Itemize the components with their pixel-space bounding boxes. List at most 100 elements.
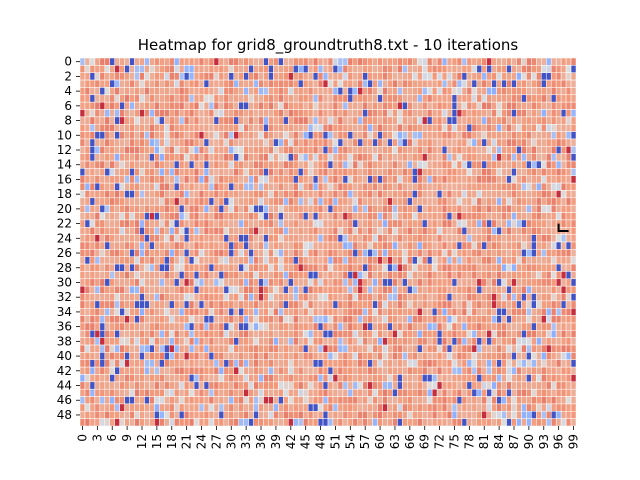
heatmap-cell [193, 241, 200, 250]
heatmap-cell [367, 168, 373, 177]
heatmap-cell [352, 278, 359, 287]
heatmap-cell [124, 396, 130, 405]
heatmap-cell [268, 403, 274, 412]
heatmap-cell [332, 278, 339, 287]
heatmap-cell [288, 138, 294, 147]
heatmap-cell [208, 57, 215, 66]
heatmap-cell [144, 160, 150, 169]
heatmap-cell [149, 109, 155, 118]
heatmap-cell [342, 337, 349, 346]
heatmap-cell [84, 212, 91, 221]
heatmap-cell [218, 285, 225, 294]
heatmap-cell [114, 256, 120, 265]
heatmap-cell [521, 352, 527, 361]
heatmap-cell [218, 72, 225, 81]
heatmap-cell [521, 300, 527, 309]
heatmap-cell [521, 411, 527, 419]
heatmap-cell [506, 307, 512, 316]
heatmap-cell [104, 322, 111, 331]
heatmap-cell [506, 146, 512, 154]
heatmap-cell [387, 374, 393, 383]
heatmap-cell [426, 116, 433, 125]
heatmap-cell [307, 352, 314, 361]
heatmap-cell [451, 344, 458, 353]
heatmap-cell [273, 366, 279, 375]
heatmap-cell [382, 337, 388, 346]
heatmap-cell [154, 190, 160, 199]
heatmap-cell [372, 116, 378, 125]
heatmap-cell [154, 241, 160, 250]
heatmap-cell [178, 307, 185, 316]
heatmap-cell [496, 72, 502, 81]
heatmap-cell [407, 411, 413, 419]
heatmap-cell [332, 396, 339, 405]
heatmap-cell [258, 315, 264, 324]
heatmap-cell [253, 227, 259, 235]
heatmap-cell [144, 307, 150, 316]
heatmap-cell [233, 116, 239, 125]
heatmap-cell [511, 374, 517, 383]
heatmap-cell [402, 219, 408, 228]
heatmap-cell [213, 322, 220, 331]
heatmap-cell [545, 182, 552, 191]
heatmap-cell [124, 219, 130, 228]
heatmap-cell [129, 123, 135, 132]
heatmap-cell [357, 374, 363, 383]
heatmap-cell [496, 212, 502, 221]
heatmap-cell [516, 337, 522, 346]
heatmap-cell [526, 278, 532, 287]
heatmap-cell [362, 138, 368, 147]
heatmap-cell [114, 293, 120, 302]
heatmap-cell [114, 366, 120, 375]
heatmap-cell [302, 182, 309, 191]
heatmap-cell [516, 57, 522, 66]
heatmap-cell [456, 337, 463, 346]
heatmap-cell [392, 241, 398, 250]
heatmap-cell [506, 241, 512, 250]
heatmap-cell [293, 322, 299, 331]
heatmap-cell [471, 138, 478, 147]
heatmap-cell [570, 65, 577, 73]
heatmap-cell [104, 57, 111, 66]
heatmap-cell [451, 418, 458, 427]
heatmap-cell [302, 101, 309, 110]
heatmap-cell [114, 330, 120, 338]
heatmap-cell [342, 359, 349, 368]
heatmap-cell [397, 146, 403, 154]
heatmap-cell [89, 87, 96, 96]
heatmap-cell [183, 278, 190, 287]
heatmap-cell [357, 138, 363, 147]
heatmap-cell [233, 101, 239, 110]
heatmap-cell [293, 234, 299, 243]
heatmap-cell [367, 315, 373, 324]
heatmap-cell [278, 300, 284, 309]
heatmap-cell [317, 146, 324, 154]
heatmap-cell [302, 344, 309, 353]
heatmap-cell [421, 249, 428, 257]
heatmap-cell [258, 153, 264, 162]
heatmap-cell [441, 344, 448, 353]
heatmap-cell [387, 396, 393, 405]
heatmap-cell [555, 101, 562, 110]
heatmap-cell [223, 256, 230, 265]
heatmap-cell [456, 116, 463, 125]
heatmap-cell [164, 300, 170, 309]
heatmap-cell [417, 116, 423, 125]
heatmap-cell [337, 388, 344, 397]
heatmap-cell [243, 57, 249, 66]
heatmap-cell [104, 212, 111, 221]
heatmap-cell [312, 79, 319, 88]
heatmap-cell [223, 168, 230, 177]
heatmap-cell [218, 175, 225, 184]
heatmap-cell [560, 322, 567, 331]
heatmap-cell [144, 396, 150, 405]
heatmap-cell [208, 219, 215, 228]
heatmap-cell [421, 182, 428, 191]
heatmap-cell [431, 204, 438, 213]
heatmap-cell [357, 263, 363, 272]
heatmap-cell [431, 241, 438, 250]
heatmap-cell [412, 190, 418, 199]
heatmap-cell [397, 175, 403, 184]
heatmap-cell [312, 337, 319, 346]
heatmap-cell [570, 234, 577, 243]
